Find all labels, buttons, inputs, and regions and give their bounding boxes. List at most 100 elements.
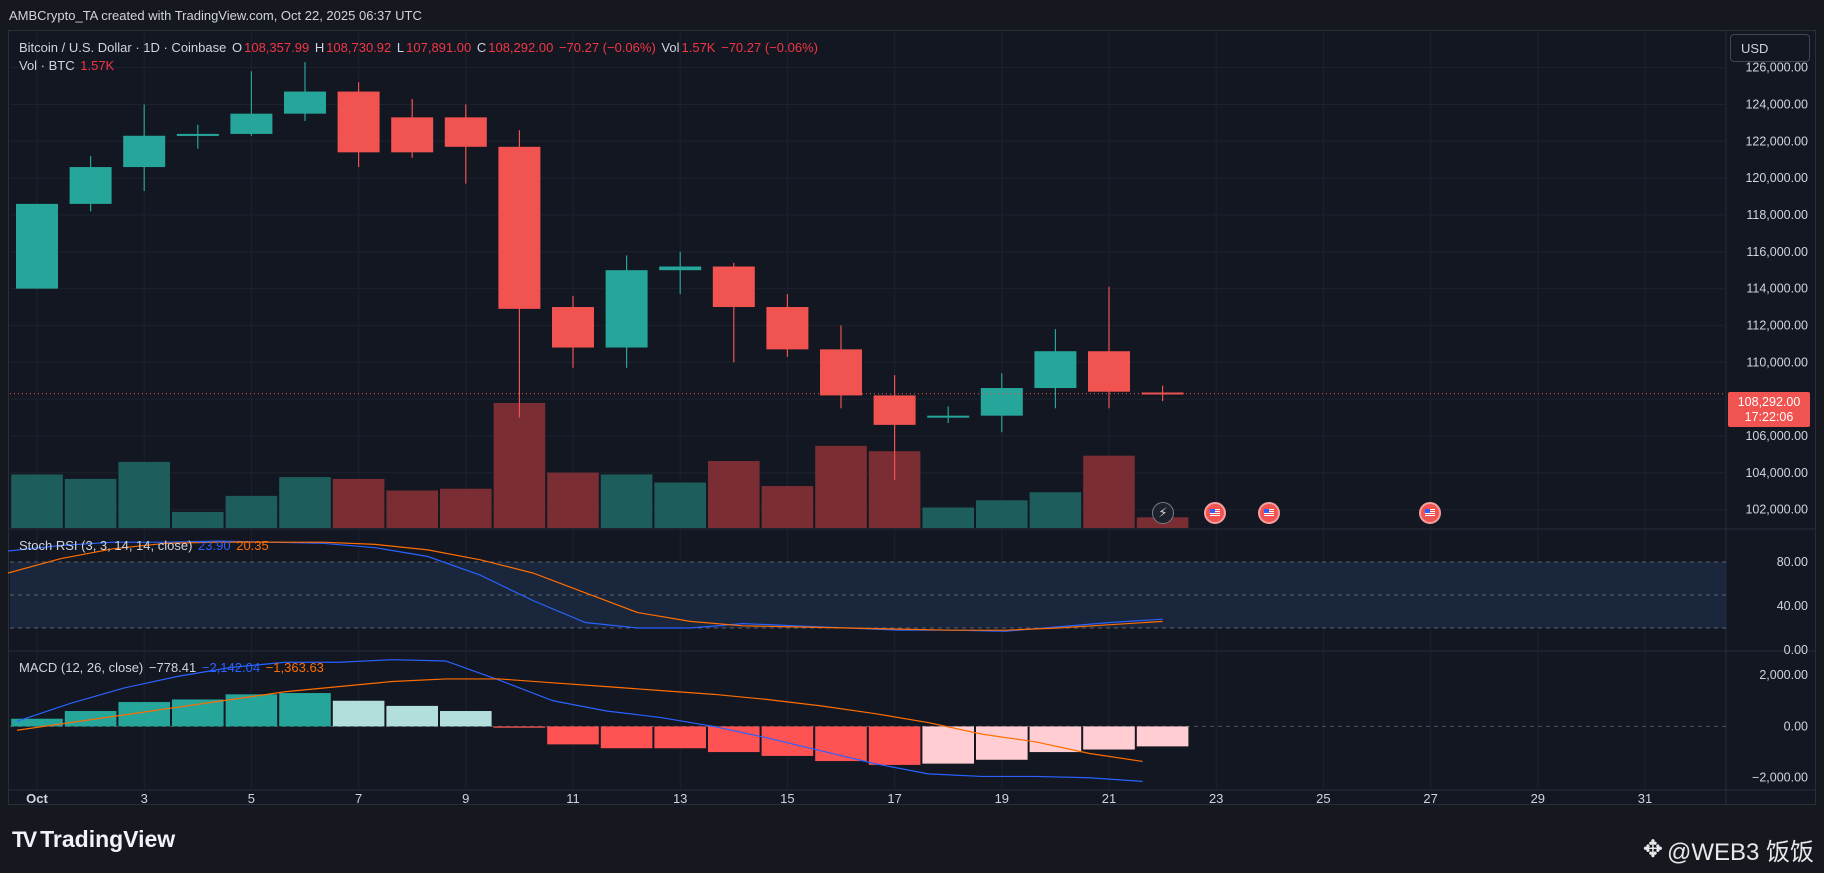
x-tick-label: 5 [248,791,255,805]
us-flag-event-icon[interactable] [1204,502,1226,524]
volume-value: 1.57K [681,40,716,55]
volume-bar [493,403,546,528]
macd-histogram-bar [976,726,1028,760]
macd-legend: MACD (12, 26, close) −778.41 −2,142.04 −… [19,660,324,675]
high-value: 108,730.92 [326,40,392,55]
candles [10,62,1726,481]
stoch-d-value: 20.35 [236,538,269,553]
diamond-icon: ✥ [1642,836,1663,863]
macd-histogram-bar [64,711,117,727]
low-value: 107,891.00 [406,40,472,55]
volume-bars [11,403,1189,528]
symbol-name[interactable]: Bitcoin / U.S. Dollar · 1D · Coinbase [19,40,227,55]
price-tick-label: 104,000.00 [1745,466,1808,480]
macd-value: −2,142.04 [201,660,261,675]
macd-histogram-bar [1136,726,1189,747]
price-tick-label: 114,000.00 [1746,282,1808,296]
macd-histogram-bar [600,726,653,749]
change-value: −70.27 (−0.06%) [558,40,656,55]
candle-body [230,113,273,134]
macd-histogram-bar [11,718,63,727]
chart-caption: AMBCrypto_TA created with TradingView.co… [9,8,422,23]
macd-histogram-bar [332,700,385,727]
x-tick-label: Oct [26,791,48,805]
candle-body [605,270,648,348]
volume-change: −70.27 (−0.06%) [721,40,818,55]
candle-body [659,266,702,271]
macd-histogram-bar [493,726,546,728]
volume-bar [547,472,599,528]
macd-hist-value: −778.41 [148,660,197,675]
volume-bar [279,477,331,528]
last-price: 108,292.00 [1737,395,1801,409]
chart-canvas[interactable]: Oct 3 5 7 9 11 13 15 17 19 21 23 25 27 29 31 102,000.00 1… [8,30,1816,805]
price-tick-label: 126,000.00 [1745,61,1808,75]
macd-pane [10,659,1726,782]
price-tick-label: 110,000.00 [1746,355,1808,369]
price-tick-label: 112,000.00 [1746,318,1808,332]
macd-histogram-bar [386,705,438,727]
volume-bar [386,490,438,528]
open-value: 108,357.99 [244,40,310,55]
x-tick-label: 29 [1531,791,1545,805]
x-tick-label: 17 [887,791,901,805]
stoch-d-line [8,541,1163,631]
candle-body [552,307,594,348]
stoch-legend: Stoch RSI (3, 3, 14, 14, close) 23.90 20… [19,538,269,553]
candle-body [980,388,1023,416]
x-tick-label: 27 [1423,791,1437,805]
price-tick-label: 102,000.00 [1745,503,1808,517]
candle-body [444,117,487,147]
volume-bar [922,507,974,528]
candle-body [712,266,755,308]
volume-bar [332,478,385,528]
watermark: ✥ @WEB3 饭饭 [1642,836,1814,866]
price-tick-label: 120,000.00 [1745,171,1808,185]
macd-histogram-bar [654,726,706,749]
candle-body [176,133,219,136]
macd-histogram-bar [1029,726,1082,753]
event-bolt-icon[interactable]: ⚡ [1152,502,1174,524]
us-flag-event-icon[interactable] [1419,502,1441,524]
macd-tick-label: 2,000.00 [1759,668,1808,682]
candle-body [284,91,326,114]
price-tick-label: 116,000.00 [1746,245,1808,259]
price-tick-label: 106,000.00 [1745,429,1808,443]
axes: Oct 3 5 7 9 11 13 15 17 19 21 23 25 27 29 31 102,000.00 1… [26,61,1808,805]
x-tick-label: 9 [462,791,469,805]
stoch-tick-label: 80.00 [1777,555,1808,569]
x-tick-label: 21 [1102,791,1116,805]
volume-bar [64,478,117,528]
price-tick-label: 118,000.00 [1746,208,1808,222]
macd-histogram-bar [225,694,278,727]
volume-legend: Vol · BTC 1.57K [19,58,115,73]
candle-body [1088,351,1130,392]
x-tick-label: 25 [1316,791,1330,805]
x-tick-label: 15 [780,791,794,805]
candle-body [820,349,862,396]
us-flag-event-icon[interactable] [1258,502,1280,524]
x-tick-label: 19 [995,791,1009,805]
candle-body [873,395,916,425]
macd-tick-label: −2,000.00 [1752,771,1808,785]
macd-histogram-bar [761,726,814,756]
last-price-tag: 108,292.00 17:22:06 [1728,392,1810,427]
candle-body [391,117,434,153]
price-tick-label: 122,000.00 [1745,134,1808,148]
macd-histogram-bar [279,693,331,727]
currency-button[interactable]: USD [1730,34,1810,62]
macd-histogram-bar [922,726,974,764]
volume-bar [11,474,63,528]
volume-bar [600,474,653,528]
tradingview-logo-icon: TV [12,826,37,852]
macd-line [16,659,1143,782]
volume-bar [225,495,278,528]
bar-countdown: 17:22:06 [1744,410,1794,424]
macd-histogram-bar [1083,726,1135,750]
tradingview-logo[interactable]: TV TradingView [12,826,175,853]
candle-body [123,135,166,168]
volume-bar [1083,455,1135,528]
price-tick-label: 124,000.00 [1745,97,1808,111]
volume-bar [654,482,706,528]
stoch-rsi-pane [8,540,1726,632]
